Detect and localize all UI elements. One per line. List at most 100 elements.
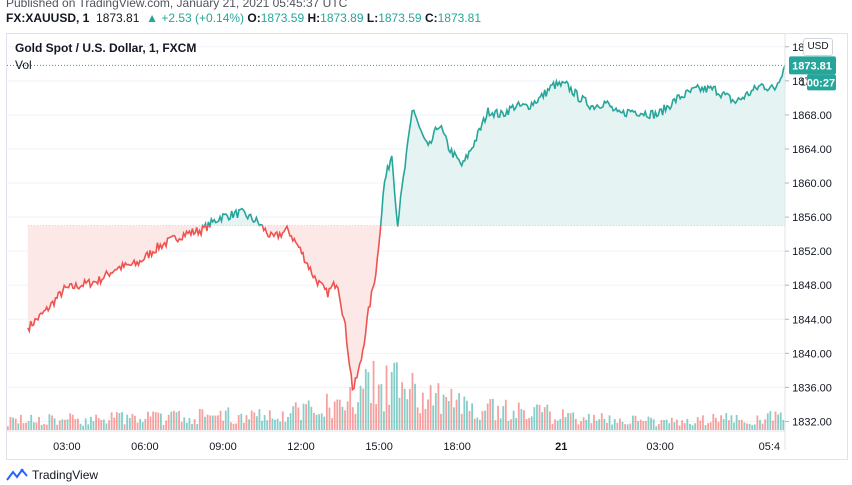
- volume-bar-296: [774, 411, 777, 430]
- currency-button[interactable]: USD: [803, 38, 833, 56]
- volume-bar-35: [97, 418, 100, 430]
- volume-bar-29: [82, 425, 85, 430]
- volume-bar-9: [30, 414, 33, 430]
- volume-bar-231: [606, 422, 608, 430]
- volume-bar-95: [253, 412, 256, 430]
- volume-bar-254: [665, 419, 668, 430]
- y-tick-label-7: 1848.00: [792, 280, 832, 292]
- volume-bar-13: [40, 424, 43, 430]
- volume-bar-25: [71, 414, 74, 430]
- symbol-name: FX:XAUUSD, 1: [6, 11, 90, 25]
- volume-bar-252: [660, 420, 663, 430]
- volume-bar-217: [569, 413, 572, 430]
- volume-bar-75: [201, 409, 204, 430]
- volume-bar-178: [468, 410, 471, 430]
- volume-label[interactable]: Vol: [15, 58, 32, 72]
- volume-bar-17: [51, 415, 53, 430]
- volume-bar-208: [546, 404, 549, 430]
- volume-bar-43: [118, 413, 121, 430]
- volume-bar-278: [727, 420, 730, 430]
- volume-bar-148: [390, 371, 393, 430]
- volume-bar-167: [440, 413, 442, 430]
- time-axis: 03:00 06:00 09:00 12:00 15:00 18:00 21 03:00 05:…: [7, 430, 785, 453]
- volume-bar-91: [242, 422, 245, 430]
- low-label: L:: [366, 11, 379, 25]
- volume-bar-16: [48, 414, 51, 430]
- volume-bar-261: [683, 423, 686, 430]
- volume-bar-283: [740, 419, 743, 430]
- footer-brand[interactable]: TradingView: [32, 468, 99, 482]
- volume-bar-271: [709, 422, 712, 430]
- volume-bar-144: [380, 384, 383, 430]
- volume-bar-276: [722, 419, 725, 430]
- volume-bar-202: [530, 416, 533, 430]
- y-tick-label-11: 1832.00: [792, 416, 832, 428]
- volume-bar-110: [292, 406, 295, 430]
- volume-bar-146: [385, 365, 388, 430]
- volume-bar-265: [694, 423, 697, 430]
- volume-bar-267: [699, 420, 702, 430]
- volume-bar-240: [629, 423, 632, 430]
- tradingview-logo-icon: [6, 468, 28, 481]
- volume-bar-105: [279, 421, 282, 430]
- volume-bar-6: [22, 423, 25, 430]
- volume-bar-46: [126, 414, 129, 430]
- volume-bar-141: [372, 360, 375, 430]
- volume-bar-128: [338, 399, 341, 430]
- volume-bar-161: [424, 409, 427, 430]
- volume-bar-251: [657, 424, 660, 430]
- volume-bar-174: [458, 393, 461, 430]
- x-tick-label-5: 18:00: [443, 441, 471, 453]
- volume-bar-222: [582, 417, 585, 430]
- volume-bar-262: [686, 418, 689, 430]
- volume-bar-27: [77, 418, 79, 430]
- volume-bar-79: [211, 415, 214, 430]
- y-tick-label-10: 1836.00: [792, 382, 832, 394]
- volume-bar-126: [333, 401, 336, 430]
- volume-bar-247: [647, 416, 650, 430]
- volume-bar-214: [561, 409, 564, 430]
- volume-bar-166: [437, 383, 440, 430]
- y-tick-label-3: 1864.00: [792, 144, 832, 156]
- volume-bar-55: [149, 416, 152, 430]
- volume-bar-223: [585, 419, 588, 430]
- volume-bar-30: [84, 418, 87, 430]
- close-value: 1873.81: [437, 11, 481, 25]
- volume-bar-274: [717, 421, 720, 430]
- volume-bar-176: [463, 396, 466, 430]
- x-tick-label-3: 12:00: [287, 441, 315, 453]
- volume-bar-272: [712, 413, 715, 430]
- volume-bar-207: [543, 407, 546, 430]
- y-tick-label-8: 1844.00: [792, 314, 832, 326]
- volume-bar-238: [624, 424, 627, 430]
- x-tick-label-0: 03:00: [53, 441, 81, 453]
- price-badge-price: 1873.81: [792, 60, 832, 72]
- x-tick-label-8: 05:4: [759, 441, 780, 453]
- volume-bar-281: [735, 414, 738, 430]
- volume-bar-140: [370, 403, 372, 430]
- volume-bar-121: [320, 413, 323, 430]
- volume-bar-57: [154, 412, 157, 430]
- volume-bar-116: [307, 400, 310, 430]
- volume-bar-179: [471, 403, 474, 430]
- volume-bar-74: [198, 408, 201, 430]
- countdown-badge-bg: [807, 74, 836, 91]
- volume-bar-289: [756, 415, 759, 430]
- price-line-down: [27, 225, 399, 392]
- published-note: Published on TradingView.com, January 21…: [6, 0, 348, 10]
- volume-bar-60: [162, 424, 165, 430]
- volume-bar-203: [533, 407, 536, 430]
- volume-bar-82: [219, 410, 222, 430]
- x-tick-label-4: 15:00: [365, 441, 393, 453]
- low-value: 1873.59: [378, 11, 422, 25]
- volume-bar-219: [574, 418, 577, 430]
- volume-bar-221: [580, 421, 582, 430]
- volume-bar-165: [434, 393, 437, 430]
- volume-bar-242: [634, 415, 637, 430]
- y-tick-label-4: 1860.00: [792, 178, 832, 190]
- volume-bar-224: [587, 413, 590, 430]
- volume-bar-138: [364, 368, 367, 430]
- volume-bar-111: [294, 402, 297, 430]
- volume-bar-195: [512, 410, 515, 430]
